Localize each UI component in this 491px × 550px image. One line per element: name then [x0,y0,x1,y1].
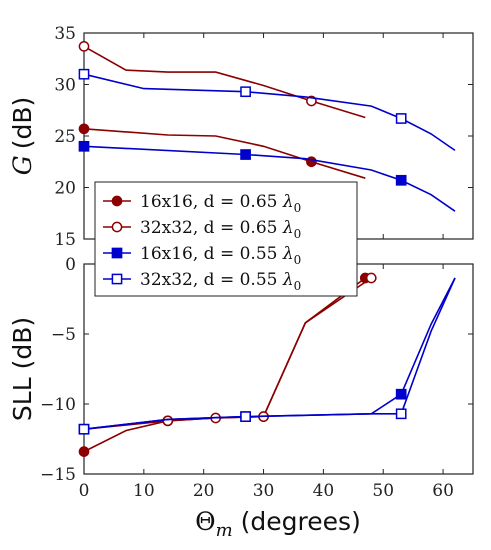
bottom-data-point [395,388,407,400]
legend-entry: 16x16, d = 0.55 λ0 [103,244,301,267]
top-y-tick-label: 35 [54,24,76,44]
bottom-y-tick-label: 0 [65,255,76,275]
legend-label-subscript: 0 [294,201,302,215]
legend-label-text: 16x16, d = 0.55 [140,244,283,264]
bottom-data-point [78,423,90,435]
top-series-1 [78,123,366,179]
top-data-point [78,140,90,152]
legend-marker [111,273,123,285]
legend-label-lambda: λ [282,192,294,212]
top-series [78,41,456,212]
x-tick-label: 40 [313,481,335,501]
legend-label: 32x32, d = 0.65 λ0 [140,218,301,241]
x-axis-label-unit: (degrees) [233,507,361,536]
bottom-series-2 [83,272,377,430]
top-panel: 15 20 25 30 35 G (dB) [8,24,474,250]
x-axis-label-subscript: m [216,520,233,541]
x-tick-label: 30 [253,481,275,501]
bottom-data-point [162,415,174,427]
top-data-point [78,68,90,80]
top-data-point [78,41,90,52]
legend-marker [111,195,123,207]
top-series-4 [78,68,456,152]
x-tick-label: 20 [193,481,215,501]
legend-entry: 32x32, d = 0.55 λ0 [103,270,301,293]
legend-label-subscript: 0 [294,279,302,293]
bottom-data-point [395,408,407,420]
legend-label-text: 32x32, d = 0.55 [140,270,283,290]
bottom-y-tick-label: −15 [40,465,76,485]
bottom-series-line [83,277,456,430]
top-y-tick-label: 25 [54,127,76,147]
bottom-series [78,272,456,457]
legend-box [94,181,358,297]
legend-label-text: 16x16, d = 0.65 [140,192,283,212]
top-y-axis-label-unit: (dB) [8,97,37,150]
top-y-tick-label: 30 [54,76,76,96]
legend-label-text: 32x32, d = 0.65 [140,218,283,238]
top-series-2 [78,41,366,119]
top-data-point [395,174,407,186]
legend-label-lambda: λ [282,244,294,264]
legend-label-lambda: λ [282,218,294,238]
top-data-point [78,123,90,135]
bottom-y-axis-label: SLL (dB) [8,317,37,421]
x-tick-label: 0 [79,481,90,501]
top-series-3 [78,140,456,212]
top-y-tick-label: 15 [54,230,76,250]
top-y-axis-label: G (dB) [8,97,37,176]
legend-label-subscript: 0 [294,227,302,241]
x-axis-label: Θm (degrees) [195,507,361,541]
bottom-data-point [365,272,377,284]
x-tick-label: 60 [432,481,454,501]
legend-entry: 16x16, d = 0.65 λ0 [103,192,301,215]
legend-label: 16x16, d = 0.55 λ0 [140,244,301,267]
x-tick-label: 10 [133,481,155,501]
legend-label-lambda: λ [282,270,294,290]
top-y-axis-label-symbol: G [8,155,37,175]
top-series-line [83,45,366,119]
x-tick-label: 50 [372,481,394,501]
bottom-series-1 [78,272,371,457]
bottom-series-line [83,277,372,430]
top-ticks: 15 20 25 30 35 [54,24,473,250]
bottom-y-tick-label: −10 [40,395,76,415]
top-data-point [240,86,251,98]
legend-entry: 32x32, d = 0.65 λ0 [103,218,301,241]
bottom-series-4 [78,277,456,435]
bottom-ticks: 0 10 20 30 40 50 60 −15 −10 −5 0 [40,255,473,501]
x-axis-label-symbol: Θ [195,507,216,536]
top-data-point [240,149,251,160]
legend-marker [111,247,123,259]
legend-label: 16x16, d = 0.65 λ0 [140,192,301,215]
legend-label: 32x32, d = 0.55 λ0 [140,270,301,293]
bottom-data-point [78,446,90,457]
bottom-series-line [83,277,456,430]
bottom-y-tick-label: −5 [51,325,76,345]
top-data-point [395,113,407,124]
legend-label-subscript: 0 [294,253,302,267]
top-y-tick-label: 20 [54,179,76,199]
top-series-line [83,73,456,152]
bottom-data-point [240,411,251,422]
bottom-panel: 0 10 20 30 40 50 60 −15 −10 −5 0 SLL (dB) Θm (degr… [8,255,474,541]
legend-marker [111,221,123,233]
